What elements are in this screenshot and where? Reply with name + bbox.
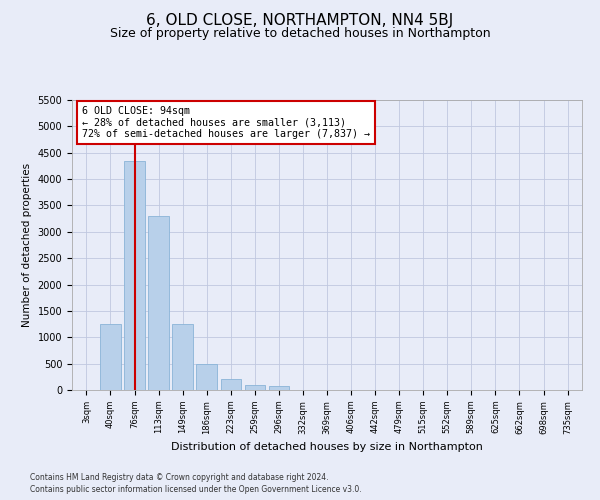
Bar [100,324,121,390]
Text: 6, OLD CLOSE, NORTHAMPTON, NN4 5BJ: 6, OLD CLOSE, NORTHAMPTON, NN4 5BJ [146,12,454,28]
Bar [124,160,145,390]
Text: 6 OLD CLOSE: 94sqm
← 28% of detached houses are smaller (3,113)
72% of semi-deta: 6 OLD CLOSE: 94sqm ← 28% of detached hou… [82,106,370,139]
Y-axis label: Number of detached properties: Number of detached properties [22,163,32,327]
Bar [269,386,289,390]
Text: Size of property relative to detached houses in Northampton: Size of property relative to detached ho… [110,28,490,40]
Text: Contains public sector information licensed under the Open Government Licence v3: Contains public sector information licen… [30,485,362,494]
Bar [221,380,241,390]
Bar [245,384,265,390]
Bar [172,324,193,390]
X-axis label: Distribution of detached houses by size in Northampton: Distribution of detached houses by size … [171,442,483,452]
Bar [148,216,169,390]
Text: Contains HM Land Registry data © Crown copyright and database right 2024.: Contains HM Land Registry data © Crown c… [30,472,329,482]
Bar [196,364,217,390]
